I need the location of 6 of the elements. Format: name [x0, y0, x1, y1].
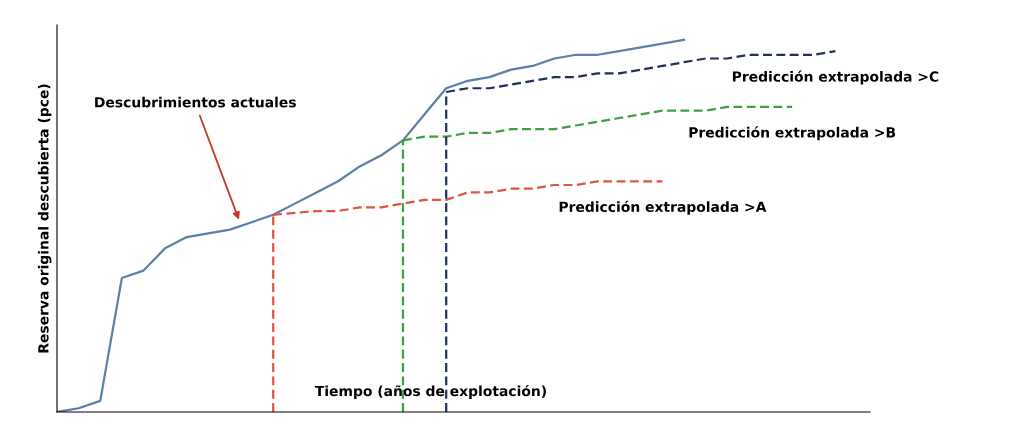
annotation: Descubrimientos actuales	[95, 96, 296, 108]
series-label: Predicción extrapolada >B	[689, 126, 896, 141]
series-label: Predicción extrapolada >A	[559, 200, 767, 215]
x-axis-title: Tiempo (años de explotación)	[314, 384, 546, 399]
series-label: Predicción extrapolada >C	[732, 70, 939, 85]
y-axis-title: Reserva original descubierta (pce)	[37, 84, 52, 353]
